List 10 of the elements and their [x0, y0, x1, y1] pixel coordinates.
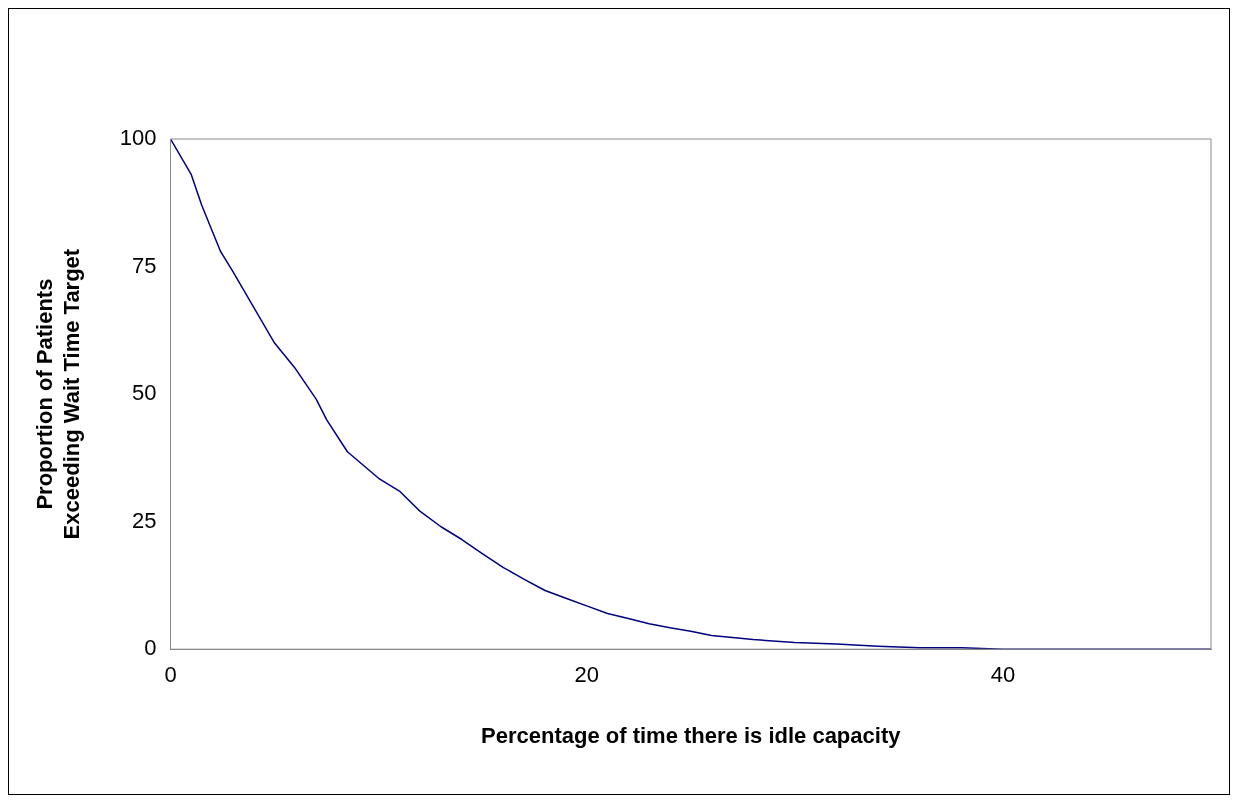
x-axis-title: Percentage of time there is idle capacity	[481, 722, 902, 748]
x-tick-label: 0	[164, 662, 177, 688]
y-tick-label: 75	[132, 252, 157, 278]
y-axis-title: Proportion of Patients Exceeding Wait Time Target	[32, 248, 84, 540]
y-tick-label: 50	[132, 380, 157, 406]
y-tick-label: 25	[132, 507, 157, 533]
y-tick-label: 100	[119, 125, 157, 151]
x-tick-label: 40	[990, 662, 1016, 688]
y-tick-label: 0	[144, 635, 157, 661]
x-tick-label: 20	[574, 662, 599, 688]
